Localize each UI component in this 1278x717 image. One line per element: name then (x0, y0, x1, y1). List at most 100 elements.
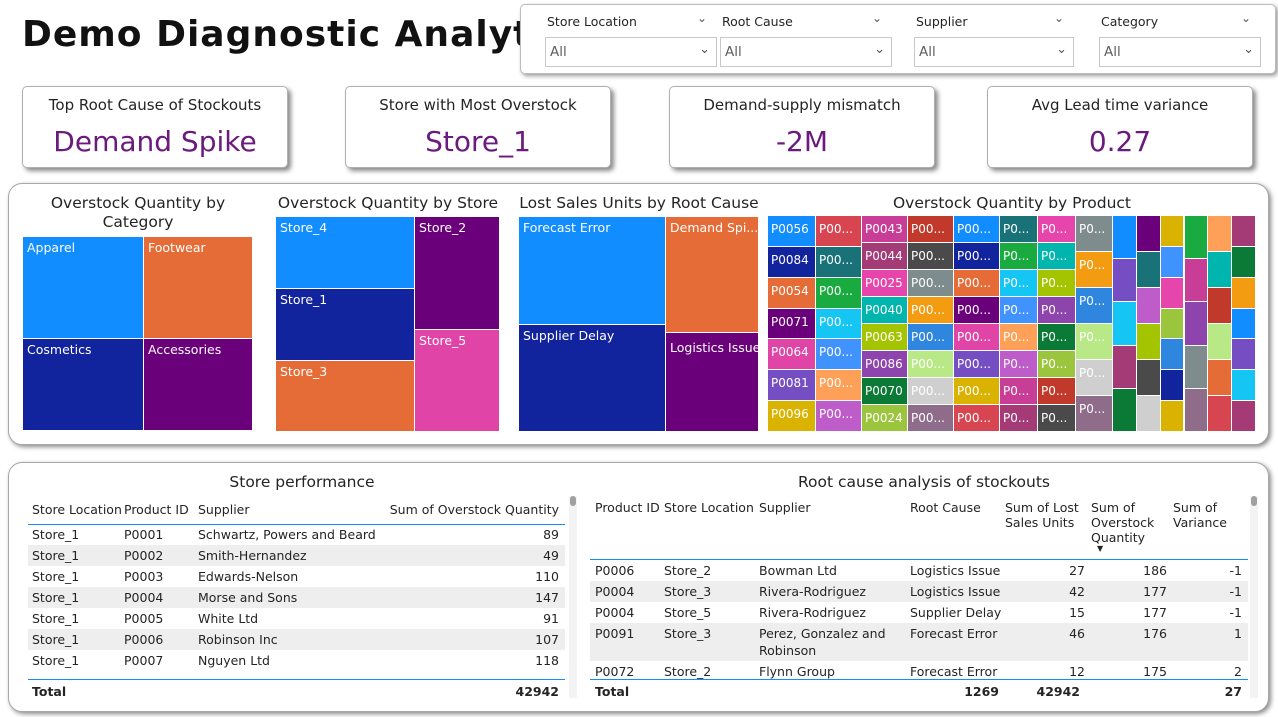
treemap-tile[interactable]: Cosmetics (23, 339, 144, 431)
treemap-tile[interactable] (1208, 288, 1233, 324)
treemap-tile[interactable]: P0... (1038, 405, 1076, 432)
treemap-tile[interactable]: Store_1 (276, 289, 415, 361)
treemap-tile[interactable]: P00... (816, 277, 862, 309)
treemap-tile[interactable] (1160, 216, 1185, 247)
treemap-tile[interactable] (1113, 216, 1137, 260)
treemap-tile[interactable]: Logistics Issue (666, 333, 759, 432)
treemap-tile[interactable]: P0025 (862, 270, 908, 297)
treemap-tile[interactable]: P0086 (862, 351, 908, 378)
treemap-tile[interactable]: Accessories (144, 339, 253, 431)
treemap-tile[interactable]: P0... (1076, 396, 1113, 432)
treemap-tile[interactable]: P00... (908, 243, 954, 270)
treemap-tile[interactable] (1136, 252, 1161, 288)
treemap-tile[interactable]: P0... (1000, 378, 1038, 405)
treemap-tile[interactable]: Store_3 (276, 361, 415, 432)
treemap-tile[interactable] (1113, 259, 1137, 303)
treemap-tile[interactable]: P0... (1076, 216, 1113, 252)
treemap-tile[interactable]: Apparel (23, 237, 144, 339)
treemap-tile[interactable]: P0... (1038, 297, 1076, 324)
column-header[interactable]: Sum of Variance (1173, 500, 1227, 530)
treemap-tile[interactable] (1136, 324, 1161, 360)
treemap-tile[interactable]: P0056 (768, 216, 816, 247)
treemap-tile[interactable]: Forecast Error (519, 217, 666, 325)
table-row[interactable]: Store_1 P0007 Nguyen Ltd 118 (28, 650, 565, 671)
treemap-tile[interactable]: P00... (954, 297, 1000, 324)
column-header[interactable]: Root Cause (910, 500, 981, 515)
treemap-tile[interactable] (1232, 216, 1256, 247)
treemap-tile[interactable]: Store_2 (415, 217, 500, 330)
treemap-tile[interactable]: P0... (1000, 351, 1038, 378)
table-row[interactable]: Store_1 P0005 White Ltd 91 (28, 608, 565, 629)
treemap-tile[interactable]: Footwear (144, 237, 253, 339)
treemap-tile[interactable] (1232, 370, 1256, 402)
treemap-tile[interactable]: P0040 (862, 297, 908, 324)
treemap-tile[interactable] (1160, 370, 1185, 402)
table-row[interactable]: Store_1 P0006 Robinson Inc 107 (28, 629, 565, 650)
treemap-tile[interactable] (1113, 302, 1137, 346)
treemap-tile[interactable]: P00... (954, 324, 1000, 351)
treemap-tile[interactable]: P00... (816, 401, 862, 432)
treemap-tile[interactable] (1184, 259, 1209, 303)
scrollbar-thumb[interactable] (570, 496, 576, 506)
treemap-tile[interactable]: P0... (1000, 243, 1038, 270)
treemap-tile[interactable] (1184, 388, 1209, 432)
treemap-tile[interactable] (1232, 308, 1256, 340)
treemap-tile[interactable]: P0... (1000, 297, 1038, 324)
treemap-tile[interactable] (1208, 396, 1233, 432)
treemap-tile[interactable] (1136, 360, 1161, 396)
treemap-tile[interactable]: P00... (954, 351, 1000, 378)
chevron-down-icon[interactable]: ⌄ (1056, 42, 1067, 57)
chevron-down-icon[interactable]: ⌄ (1241, 11, 1252, 25)
treemap-tile[interactable]: P0... (1038, 324, 1076, 351)
treemap-tile[interactable] (1160, 401, 1185, 432)
treemap-tile[interactable] (1208, 252, 1233, 288)
treemap-tile[interactable]: P00... (954, 405, 1000, 432)
treemap-tile[interactable]: P0070 (862, 378, 908, 405)
treemap-tile[interactable]: P0... (1076, 360, 1113, 396)
treemap-tile[interactable]: P0081 (768, 370, 816, 402)
treemap-tile[interactable]: P00... (954, 243, 1000, 270)
table-row[interactable]: P0072 Store_2 Flynn Group Forecast Error 12 1… (590, 660, 1248, 682)
treemap-tile[interactable]: P0096 (768, 401, 816, 432)
treemap-tile[interactable]: P00... (908, 270, 954, 297)
treemap-tile[interactable] (1232, 339, 1256, 371)
treemap-tile[interactable]: P00... (954, 216, 1000, 243)
chevron-down-icon[interactable]: ⌄ (697, 11, 708, 25)
treemap-tile[interactable] (1184, 302, 1209, 346)
table-row[interactable]: P0004 Store_3 Rivera-Rodriguez Logistics Is… (590, 580, 1248, 602)
chevron-down-icon[interactable]: ⌄ (872, 11, 883, 25)
treemap-tile[interactable]: P0071 (768, 308, 816, 340)
treemap-tile[interactable]: P00... (816, 308, 862, 340)
treemap-tile[interactable] (1136, 396, 1161, 432)
treemap-tile[interactable]: P0... (1076, 324, 1113, 360)
table-row[interactable]: P0006 Store_2 Bowman Ltd Logistics Issue 27 1… (590, 559, 1248, 581)
treemap-tile[interactable]: P0044 (862, 243, 908, 270)
column-header[interactable]: Supplier (198, 502, 250, 518)
treemap-tile[interactable]: P00... (908, 324, 954, 351)
treemap-tile[interactable]: P00... (816, 370, 862, 402)
treemap-tile[interactable]: P00... (816, 216, 862, 247)
slicer-dropdown[interactable]: All ⌄ (545, 37, 717, 67)
treemap-tile[interactable]: P0063 (862, 324, 908, 351)
treemap-tile[interactable]: P0... (1038, 351, 1076, 378)
column-header[interactable]: Product ID (124, 502, 189, 518)
treemap-tile[interactable]: P0024 (862, 405, 908, 432)
chevron-down-icon[interactable]: ⌄ (1054, 11, 1065, 25)
treemap-tile[interactable]: P00... (908, 297, 954, 324)
chevron-down-icon[interactable]: ⌄ (1243, 42, 1254, 57)
treemap-tile[interactable]: P0... (1000, 324, 1038, 351)
scrollbar[interactable] (1250, 496, 1258, 698)
treemap-tile[interactable]: Supplier Delay (519, 325, 666, 432)
treemap-tile[interactable]: P00... (908, 405, 954, 432)
treemap-tile[interactable] (1232, 246, 1256, 278)
chevron-down-icon[interactable]: ⌄ (699, 42, 710, 57)
treemap-tile[interactable]: P00... (908, 216, 954, 243)
treemap-tile[interactable] (1208, 324, 1233, 360)
treemap-tile[interactable]: P0... (1000, 216, 1038, 243)
treemap-tile[interactable]: P0... (1038, 216, 1076, 243)
treemap-tile[interactable]: P0043 (862, 216, 908, 243)
treemap-tile[interactable] (1208, 216, 1233, 252)
slicer-dropdown[interactable]: All ⌄ (1099, 37, 1261, 67)
table-row[interactable]: Store_1 P0003 Edwards-Nelson 110 (28, 566, 565, 587)
sort-descending-icon[interactable]: ▼ (1097, 544, 1104, 553)
